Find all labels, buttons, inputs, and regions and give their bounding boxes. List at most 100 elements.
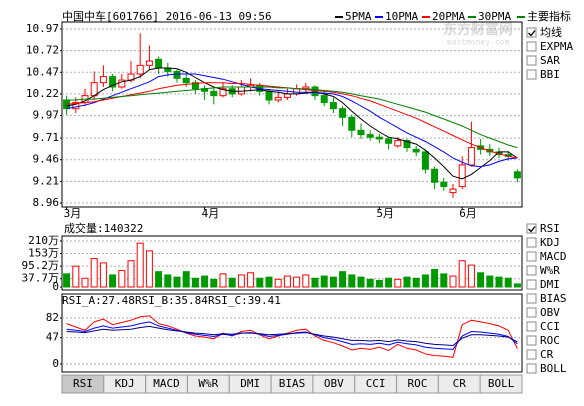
checkbox[interactable] — [526, 363, 537, 374]
candle-body — [403, 140, 411, 149]
rsi-legend: RSI_C:39.41 — [208, 294, 281, 307]
y-tick-label: 10.22 — [26, 87, 59, 100]
moving-average — [66, 67, 518, 180]
indicator-menu[interactable]: 主要指标 — [527, 9, 571, 23]
volume-bar — [145, 250, 153, 288]
candle-body — [375, 136, 383, 140]
y-tick-label: 9.71 — [33, 131, 60, 144]
volume-bar — [449, 275, 457, 288]
option-label[interactable]: CCI — [540, 320, 560, 333]
checkbox[interactable] — [526, 41, 537, 52]
candle-body — [136, 64, 144, 75]
y-tick-label: 0 — [52, 357, 59, 370]
candle-body — [412, 148, 420, 153]
tab-label[interactable]: CCI — [366, 377, 386, 390]
volume-bar — [283, 275, 291, 288]
option-label[interactable]: MACD — [540, 250, 567, 263]
tab-label[interactable]: OBV — [324, 377, 344, 390]
volume-bar — [366, 278, 374, 288]
tab-label[interactable]: RSI — [73, 377, 93, 390]
option-label[interactable]: CR — [540, 348, 554, 361]
candle-body — [311, 86, 319, 97]
volume-bar — [394, 278, 402, 288]
checkbox[interactable] — [526, 335, 537, 346]
option-label[interactable]: RSI — [540, 222, 560, 235]
x-tick-label: 6月 — [459, 207, 477, 220]
rsi-panel — [61, 293, 523, 373]
volume-bar — [431, 268, 439, 288]
tab-label[interactable]: BIAS — [279, 377, 306, 390]
tab-label[interactable]: W%R — [198, 377, 218, 390]
checkbox[interactable] — [526, 55, 537, 66]
candle-body — [467, 147, 475, 166]
option-label[interactable]: W%R — [540, 264, 560, 277]
checkbox[interactable] — [526, 237, 537, 248]
option-label[interactable]: OBV — [540, 306, 560, 319]
checkbox[interactable] — [526, 223, 537, 234]
volume-bar — [513, 283, 521, 288]
legend-label: 5PMA — [345, 10, 372, 23]
option-label[interactable]: SAR — [540, 54, 560, 67]
tab-label[interactable]: BOLL — [488, 377, 515, 390]
checkbox[interactable] — [526, 251, 537, 262]
checkbox[interactable] — [526, 265, 537, 276]
volume-bar — [109, 274, 117, 288]
tab-label[interactable]: CR — [453, 377, 467, 390]
tab-label[interactable]: DMI — [240, 377, 260, 390]
volume-bar — [293, 276, 301, 288]
option-label[interactable]: BIAS — [540, 292, 567, 305]
checkbox[interactable] — [526, 27, 537, 38]
volume-bar — [127, 260, 135, 288]
volume-bar — [219, 273, 227, 288]
y-tick-label: 95.2万 — [22, 259, 60, 272]
y-tick-label: 9.97 — [33, 109, 60, 122]
option-label[interactable]: 均线 — [540, 25, 562, 39]
checkbox[interactable] — [526, 321, 537, 332]
volume-bar — [81, 277, 89, 288]
candle-body — [440, 181, 448, 188]
legend-label: 30PMA — [478, 10, 511, 23]
candle-body — [210, 90, 218, 97]
volume-bar — [237, 274, 245, 288]
volume-bar — [118, 270, 126, 288]
option-label[interactable]: BOLL — [540, 362, 567, 375]
checkbox[interactable] — [526, 349, 537, 360]
volume-bar — [329, 276, 337, 288]
volume-bar — [495, 276, 503, 288]
volume-bar — [136, 242, 144, 288]
y-tick-label: 210万 — [28, 234, 59, 247]
candle-body — [394, 140, 402, 147]
checkbox[interactable] — [526, 279, 537, 290]
volume-bar — [403, 276, 411, 288]
volume-bar — [412, 277, 420, 288]
y-tick-label: 153万 — [28, 246, 59, 259]
candle-body — [339, 108, 347, 118]
checkbox[interactable] — [526, 307, 537, 318]
option-label[interactable]: DMI — [540, 278, 560, 291]
tab-label[interactable]: MACD — [153, 377, 180, 390]
volume-bar — [201, 275, 209, 288]
option-label[interactable]: KDJ — [540, 236, 560, 249]
y-tick-label: 9.46 — [33, 153, 60, 166]
y-tick-label: 10.47 — [26, 65, 59, 78]
option-label[interactable]: EXPMA — [540, 40, 573, 53]
rsi-line — [66, 325, 518, 347]
option-label[interactable]: ROC — [540, 334, 560, 347]
y-tick-label: 10.72 — [26, 44, 59, 57]
tab-label[interactable]: ROC — [408, 377, 428, 390]
volume-bar — [274, 278, 282, 288]
candle-body — [118, 79, 126, 88]
tab-label[interactable]: KDJ — [115, 377, 135, 390]
option-label[interactable]: BBI — [540, 68, 560, 81]
volume-bar — [265, 276, 273, 288]
candle-body — [431, 168, 439, 183]
checkmark — [528, 226, 536, 233]
candle-body — [458, 164, 466, 188]
legend-label: 20PMA — [432, 10, 465, 23]
volume-bar — [467, 264, 475, 288]
checkbox[interactable] — [526, 293, 537, 304]
candle-body — [348, 116, 356, 131]
tab[interactable] — [479, 374, 523, 394]
checkbox[interactable] — [526, 69, 537, 80]
